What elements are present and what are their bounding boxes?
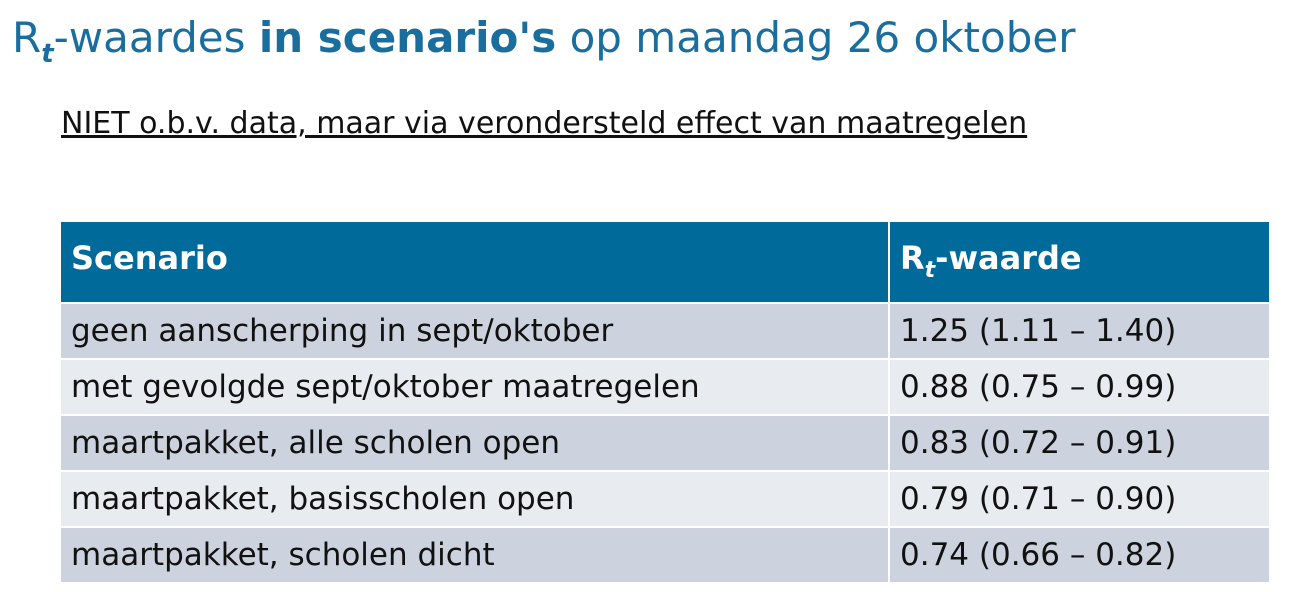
- title-part2: op maandag 26 oktober: [556, 13, 1076, 62]
- title-part1: -waardes: [53, 13, 259, 62]
- header-r-subscript: t: [924, 258, 936, 283]
- value-cell: 0.88 (0.75 – 0.99): [889, 358, 1269, 415]
- table-row: geen aanscherping in sept/oktober 1.25 (…: [61, 302, 1269, 359]
- header-r-suffix: -waarde: [935, 239, 1082, 277]
- header-scenario: Scenario: [61, 222, 890, 303]
- scenario-cell: geen aanscherping in sept/oktober: [61, 302, 890, 359]
- title-r: R: [12, 13, 42, 62]
- table-row: maartpakket, basisscholen open 0.79 (0.7…: [61, 470, 1269, 527]
- title-subscript: t: [41, 39, 54, 69]
- table-row: met gevolgde sept/oktober maatregelen 0.…: [61, 358, 1269, 415]
- header-rt-value: Rt-waarde: [889, 222, 1269, 303]
- value-cell: 0.74 (0.66 – 0.82): [889, 526, 1269, 582]
- value-cell: 1.25 (1.11 – 1.40): [889, 302, 1269, 359]
- table-header-row: Scenario Rt-waarde: [61, 222, 1269, 303]
- title-bold: in scenario's: [258, 13, 557, 62]
- scenario-cell: maartpakket, alle scholen open: [61, 414, 890, 471]
- header-r: R: [900, 239, 925, 277]
- scenario-cell: maartpakket, scholen dicht: [61, 526, 890, 582]
- scenario-table: Scenario Rt-waarde geen aanscherping in …: [61, 222, 1269, 582]
- value-cell: 0.79 (0.71 – 0.90): [889, 470, 1269, 527]
- scenario-cell: maartpakket, basisscholen open: [61, 470, 890, 527]
- scenario-cell: met gevolgde sept/oktober maatregelen: [61, 358, 890, 415]
- value-cell: 0.83 (0.72 – 0.91): [889, 414, 1269, 471]
- page-subtitle: NIET o.b.v. data, maar via verondersteld…: [61, 106, 1028, 141]
- page-title: Rt-waardes in scenario's op maandag 26 o…: [12, 8, 1075, 68]
- table-row: maartpakket, scholen dicht 0.74 (0.66 – …: [61, 526, 1269, 582]
- table-row: maartpakket, alle scholen open 0.83 (0.7…: [61, 414, 1269, 471]
